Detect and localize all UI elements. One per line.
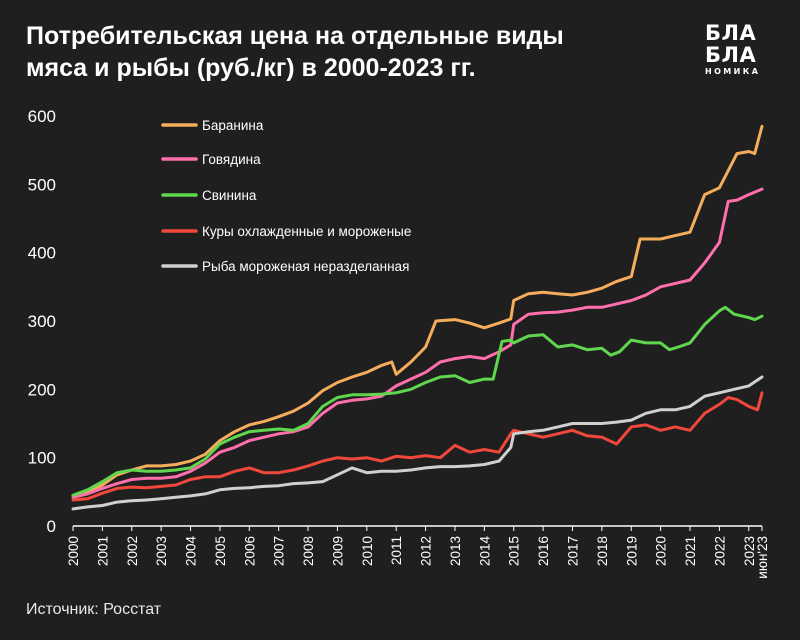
series-line-1 — [71, 124, 764, 497]
x-tick-label: 2009 — [330, 536, 345, 566]
x-tick-label: 2002 — [125, 536, 140, 566]
y-axis-ticks: 0 100 200 300 400 500 600 — [28, 107, 56, 536]
legend-label-3: Свинина — [202, 188, 257, 203]
x-tick-label: 2001 — [95, 536, 110, 566]
legend-label-4: Куры охлажденные и мороженые — [202, 224, 411, 239]
legend-label-5: Рыба мороженая неразделанная — [202, 259, 409, 274]
series-line-3 — [71, 305, 764, 497]
x-tick-label: 2011 — [389, 536, 404, 565]
logo-line-1: БЛА — [705, 21, 757, 45]
x-tick-label: 2022 — [712, 536, 727, 566]
x-tick-label: 2017 — [565, 536, 580, 566]
chart-title: Потребительская цена на отдельные виды м… — [26, 20, 666, 84]
x-tick-label: 2020 — [654, 536, 669, 566]
x-tick-label: июн'23 — [755, 536, 770, 579]
source-note: Источник: Росстат — [26, 601, 162, 618]
x-tick-label: 2014 — [477, 536, 492, 567]
x-tick-label: 2016 — [536, 536, 551, 566]
y-tick-label: 600 — [28, 107, 56, 126]
x-tick-label: 2023 — [742, 536, 757, 566]
x-tick-label: 2013 — [448, 536, 463, 566]
x-tick-label: 2012 — [419, 536, 434, 566]
series-line-5 — [71, 375, 764, 511]
y-tick-label: 100 — [28, 449, 56, 468]
y-tick-label: 0 — [47, 517, 56, 536]
legend-label-2: Говядина — [202, 152, 261, 167]
x-tick-label: 2000 — [66, 536, 81, 566]
x-tick-label: 2021 — [683, 536, 698, 566]
y-tick-label: 300 — [28, 312, 56, 331]
series-lines — [71, 124, 764, 511]
x-tick-label: 2004 — [184, 536, 199, 567]
logo-line-3: НОМИКА — [705, 67, 761, 76]
y-tick-label: 500 — [28, 175, 56, 194]
series-line-4 — [71, 391, 764, 502]
y-tick-label: 400 — [28, 244, 56, 263]
x-tick-label: 2005 — [213, 536, 228, 566]
chart-legend: Баранина Говядина Свинина Куры охлажденные … — [161, 118, 411, 274]
x-tick-label: 2008 — [301, 536, 316, 566]
x-tick-label: 2019 — [624, 536, 639, 566]
logo-line-2: БЛА — [705, 43, 757, 67]
x-tick-label: 2007 — [272, 536, 287, 566]
x-tick-label: 2015 — [507, 536, 522, 566]
legend-label-1: Баранина — [202, 118, 264, 133]
title-line-1: Потребительская цена на отдельные виды — [26, 22, 564, 50]
y-tick-label: 200 — [28, 380, 56, 399]
title-line-2: мяса и рыбы (руб./кг) в 2000-2023 гг. — [26, 54, 476, 82]
x-tick-label: 2010 — [360, 536, 375, 566]
x-tick-label: 2006 — [242, 536, 257, 566]
x-axis-ticks: 2000 2001 2002 2003 2004 2005 2006 2007 2008 2009… — [66, 526, 770, 579]
brand-logo: БЛА БЛА НОМИКА — [705, 22, 777, 77]
x-tick-label: 2003 — [154, 536, 169, 566]
x-tick-label: 2018 — [595, 536, 610, 566]
series-line-2 — [71, 187, 764, 499]
